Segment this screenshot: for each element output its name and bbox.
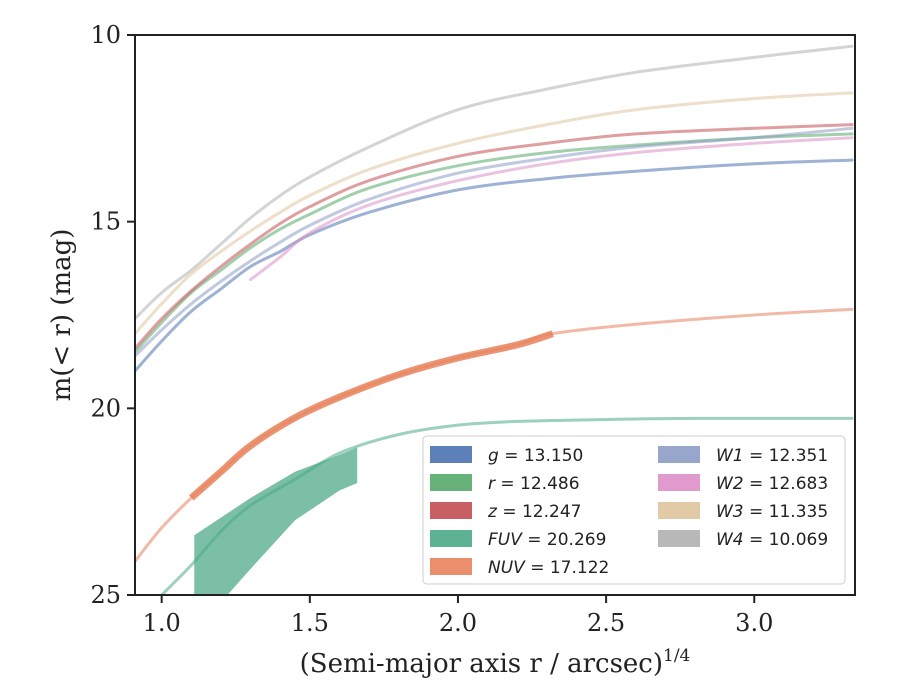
legend-box: [422, 435, 846, 585]
x-tick-label: 1.5: [291, 609, 329, 637]
series-line-fuv: [160, 416, 854, 595]
legend-swatch-w4: [658, 530, 700, 547]
legend-label-g: g = 13.150: [488, 446, 583, 466]
y-tick-label: 15: [90, 208, 121, 236]
x-axis: 1.0 1.5 2.0 2.5 3.0: [143, 595, 773, 637]
legend-swatch-z: [430, 502, 472, 519]
x-tick-label: 1.0: [143, 609, 181, 637]
series-line-g: [135, 158, 854, 373]
series-line-w3: [135, 91, 854, 336]
legend-label-nuv: NUV = 17.122: [488, 558, 609, 578]
series-segment-nuv: [188, 330, 554, 501]
legend-label-w1: W1 = 12.351: [716, 446, 828, 466]
legend-swatch-w2: [658, 474, 700, 491]
legend-label-r: r = 12.486: [488, 474, 580, 494]
plot-frame: [134, 34, 856, 596]
legend-swatch-w1: [658, 446, 700, 463]
y-tick-label: 25: [90, 581, 121, 609]
legend-swatch-nuv: [430, 558, 472, 575]
series-layer: [135, 44, 854, 595]
y-axis: 10 15 20 25: [90, 21, 135, 609]
legend-label-w3: W3 = 11.335: [716, 502, 828, 522]
x-tick-label: 3.0: [735, 609, 773, 637]
legend: g = 13.150 r = 12.486 z = 12.247 FUV = 20.2…: [422, 435, 846, 585]
legend-label-w4: W4 = 10.069: [716, 530, 828, 550]
series-line-z: [135, 123, 854, 351]
series-line-w4: [135, 44, 854, 321]
legend-label-fuv: FUV = 20.269: [488, 530, 606, 550]
legend-swatch-fuv: [430, 530, 472, 547]
legend-swatch-r: [430, 474, 472, 491]
y-tick-label: 20: [90, 394, 121, 422]
y-axis-label: m(< r) (mag): [47, 229, 77, 402]
band-fuv: [194, 447, 358, 595]
x-tick-label: 2.5: [587, 609, 625, 637]
legend-label-z: z = 12.247: [487, 502, 581, 522]
legend-label-w2: W2 = 12.683: [716, 474, 828, 494]
legend-swatch-w3: [658, 502, 700, 519]
series-line-w1: [135, 126, 854, 358]
y-tick-label: 10: [90, 21, 121, 49]
legend-swatch-g: [430, 446, 472, 463]
x-axis-label: (Semi-major axis r / arcsec)1/4: [300, 646, 691, 679]
x-tick-label: 2.0: [439, 609, 477, 637]
series-line-w2: [249, 136, 854, 281]
